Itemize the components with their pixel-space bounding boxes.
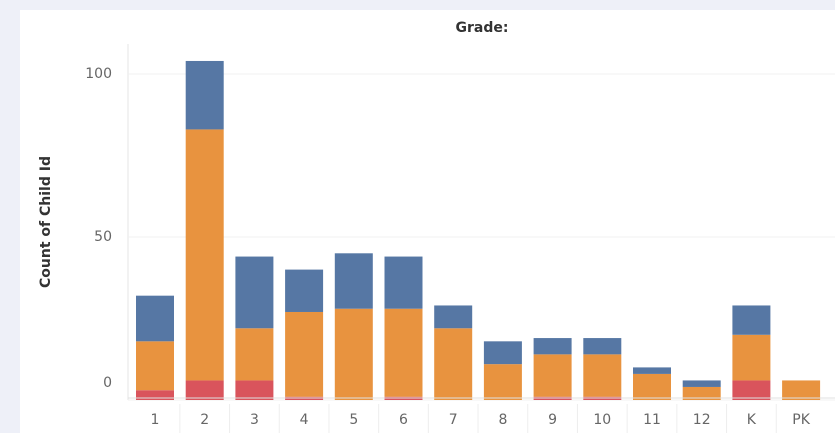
bar-segment xyxy=(682,386,721,400)
bar-segment xyxy=(633,373,671,400)
bar-segment xyxy=(434,328,473,400)
x-tick-label: 12 xyxy=(693,412,711,428)
bar-segment xyxy=(633,367,671,374)
x-tick-label: 7 xyxy=(449,412,458,428)
bar-segment xyxy=(483,364,522,400)
bar-segment xyxy=(136,295,174,342)
x-tick-label: 8 xyxy=(498,412,507,428)
bar-segment xyxy=(334,253,373,309)
bar-segment xyxy=(732,380,771,400)
x-tick-label: 11 xyxy=(643,412,661,428)
x-tick-label: 6 xyxy=(399,412,408,428)
bar-segment xyxy=(185,380,224,400)
bar-segment xyxy=(285,311,324,397)
bar-segment xyxy=(185,129,224,381)
bar-segment xyxy=(583,338,622,355)
y-tick-label: 50 xyxy=(94,229,112,245)
bar-segment xyxy=(682,380,721,387)
bar-segment xyxy=(334,308,373,400)
bar-segment xyxy=(732,334,771,381)
chart-title: Grade: xyxy=(456,20,509,36)
x-tick-label: 4 xyxy=(300,412,309,428)
x-tick-label: 3 xyxy=(250,412,259,428)
x-tick-label: 10 xyxy=(593,412,611,428)
bar-segment xyxy=(434,305,473,329)
x-tick-label: 2 xyxy=(200,412,209,428)
x-tick-label: 1 xyxy=(151,412,160,428)
x-tick-label: K xyxy=(747,412,757,428)
bar-segment xyxy=(533,338,572,355)
bar-segment xyxy=(235,256,274,329)
y-axis-label: Count of Child Id xyxy=(38,156,54,288)
bar-segment xyxy=(136,390,174,400)
bar-segment xyxy=(285,269,324,312)
bar-segment xyxy=(136,341,174,391)
bar-segment xyxy=(384,256,423,309)
x-tick-label: 9 xyxy=(548,412,557,428)
bar-segment xyxy=(384,308,423,397)
bar-segment xyxy=(235,380,274,400)
bar-segment xyxy=(583,354,622,397)
bar-segment xyxy=(483,341,522,365)
bar-segment xyxy=(185,60,224,130)
y-tick-label: 100 xyxy=(85,66,112,82)
x-tick-label: PK xyxy=(792,412,810,428)
bar-segment xyxy=(782,380,821,400)
y-tick-label: 0 xyxy=(103,375,112,391)
bar-segment xyxy=(533,354,572,397)
bar-segment xyxy=(235,328,274,381)
bar-segment xyxy=(732,305,771,335)
x-tick-label: 5 xyxy=(349,412,358,428)
